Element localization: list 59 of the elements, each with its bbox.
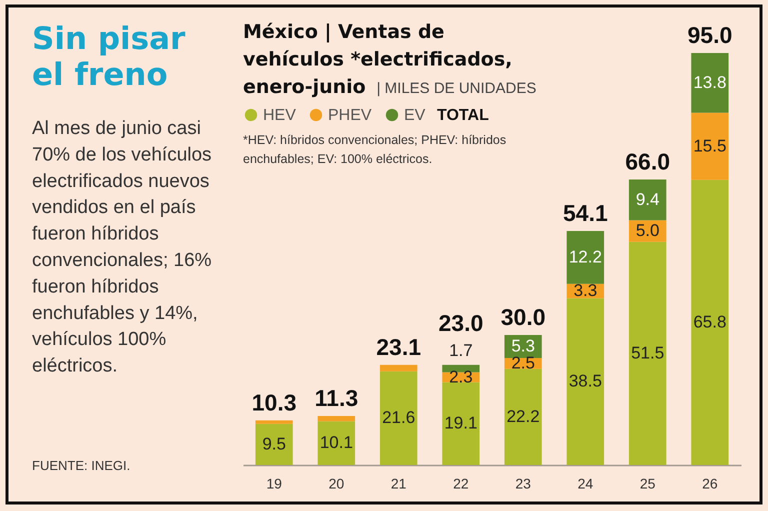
data-label: 2.3 [449,367,473,386]
data-label: 10.1 [320,433,353,452]
total-label: 30.0 [500,304,546,330]
legend-title: TOTAL [437,107,490,124]
bar [691,180,729,465]
bar [566,298,604,465]
bar [628,242,666,465]
bar [318,416,356,422]
data-label: 19.1 [444,414,478,433]
data-label: 5.0 [636,221,660,240]
data-label: 13.8 [693,72,726,92]
annotation: México | Ventas de vehículos *electrificados, enero-junio | MILES DE UNIDADES [243,21,536,98]
data-label: 51.5 [631,343,664,362]
x-tick-label: 26 [702,476,718,492]
total-label: 95.0 [687,22,732,48]
data-label: 5.3 [511,336,535,356]
data-label: 65.8 [693,312,726,332]
total-label: 66.0 [625,148,670,175]
total-label: 10.3 [252,389,297,416]
bar [566,231,604,284]
bar [504,368,542,465]
legend-label: PHEV [328,107,372,124]
data-label: 38.5 [568,372,602,391]
data-label: 9.4 [636,190,660,209]
source-note: FUENTE: INEGI. [32,458,130,473]
bar [442,382,480,465]
text: Al mes de junio casi 70% de los vehículos electrificados nuevos vendidos en el país fueron híbridos convencionales; 16% fueron híbridos enchufables y 14%, vehículos 100% eléctricos. [32,118,212,377]
bar [255,420,293,424]
annotation: *HEV: híbridos convencionales; PHEV: híbridos enchufables; EV: 100% eléctricos. [243,133,506,166]
data-label: 12.2 [568,247,602,266]
legend-label: HEV [263,107,296,124]
data-label: 1.7 [449,340,473,360]
data-label: 21.6 [382,408,416,428]
data-label: 9.5 [262,434,286,454]
bar [691,53,729,113]
bar [318,421,356,465]
x-tick-label: 25 [640,476,656,492]
x-tick-label: 22 [453,476,469,492]
total-label: 11.3 [314,385,358,412]
total-label: 54.1 [562,200,608,226]
data-label: 15.5 [693,136,726,156]
x-tick-label: 24 [578,476,594,492]
data-label: 3.3 [574,281,598,300]
bar [691,112,729,180]
bar [380,371,418,465]
x-tick-label: 23 [515,476,532,492]
total-label: 23.0 [438,310,484,336]
data-label: 2.5 [511,353,535,372]
total-label: 23.1 [376,334,422,360]
chart-title: Sin pisar el freno [32,21,186,93]
x-tick-label: 19 [266,476,282,492]
data-label: 22.2 [506,406,540,426]
legend-label: EV [404,107,426,124]
x-tick-label: 21 [390,476,407,492]
bar [255,424,293,465]
x-tick-label: 20 [328,476,344,492]
bar [628,180,666,220]
bar [380,364,418,372]
bar [442,364,480,372]
